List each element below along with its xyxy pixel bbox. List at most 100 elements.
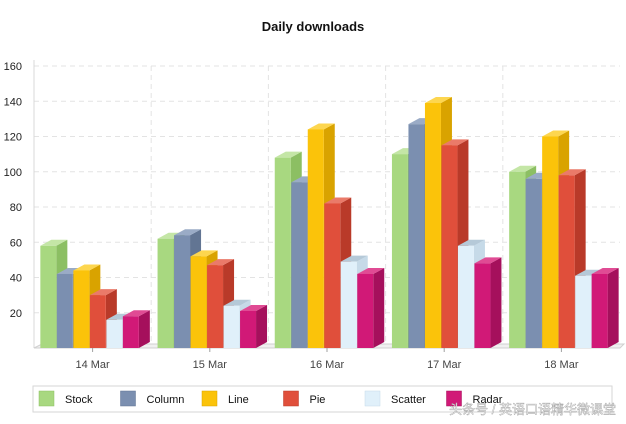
bars (40, 97, 619, 348)
bar-top (207, 259, 235, 266)
bar-front (89, 295, 106, 348)
bar-front (457, 245, 474, 348)
bar-radar-4 (591, 267, 619, 348)
bar-front (509, 171, 526, 348)
bar-side (373, 267, 385, 348)
legend-item-scatter: Scatter (364, 390, 426, 407)
legend-swatch (38, 390, 55, 407)
x-tick-label: 17 Mar (427, 359, 462, 371)
bar-top (441, 139, 469, 146)
bar-top (575, 269, 603, 276)
y-tick-label: 160 (4, 61, 22, 73)
legend-label: Column (147, 394, 185, 406)
bar-top (457, 239, 485, 246)
y-tick-label: 140 (4, 96, 22, 108)
y-tick-label: 40 (10, 273, 22, 285)
y-tick-label: 100 (4, 167, 22, 179)
bar-radar-1 (240, 304, 268, 348)
bar-front (106, 319, 123, 348)
bar-front (558, 175, 575, 348)
bar-front (56, 273, 73, 348)
legend-item-radar: Radar (446, 390, 503, 407)
bar-top (591, 267, 619, 274)
bar-front (542, 136, 559, 348)
bar-front (525, 178, 542, 348)
legend-swatch (283, 390, 299, 407)
legend-swatch (201, 390, 218, 407)
y-tick-label: 80 (10, 202, 22, 214)
bar-radar-3 (474, 257, 502, 348)
bar-side (138, 310, 150, 348)
bar-top (509, 165, 537, 172)
watermark-text: 头条号 / 英语口语精华微课堂 (449, 402, 616, 417)
y-tick-label: 60 (10, 237, 22, 249)
legend-item-stock: Stock (38, 390, 93, 407)
bar-front (190, 256, 207, 348)
x-tick-label: 16 Mar (310, 359, 345, 371)
bar-top (190, 250, 218, 257)
bar-front (207, 265, 224, 348)
bar-front (441, 145, 458, 348)
legend-item-column: Column (120, 390, 185, 407)
bar-top (122, 310, 150, 317)
legend-item-line: Line (201, 390, 249, 407)
chart-title: Daily downloads (262, 19, 365, 34)
legend-label: Pie (310, 394, 326, 406)
bar-top (424, 97, 452, 104)
bar-radar-0 (122, 310, 150, 348)
bar-front (474, 263, 491, 348)
bar-side (256, 304, 268, 348)
legend-label: Line (228, 394, 249, 406)
bar-front (157, 238, 174, 348)
x-tick-labels: 14 Mar 15 Mar 16 Mar 17 Mar 18 Mar (75, 348, 579, 371)
bar-front (340, 261, 357, 348)
bar-front (223, 305, 240, 348)
legend-label: Scatter (391, 394, 426, 406)
bar-top (340, 255, 368, 262)
bar-top (73, 264, 101, 271)
bar-top (174, 229, 202, 236)
bar-radar-2 (357, 267, 385, 348)
bar-side (490, 257, 502, 348)
bar-top (558, 169, 586, 176)
y-tick-label: 20 (10, 308, 22, 320)
x-tick-label: 14 Mar (75, 359, 110, 371)
bar-front (391, 154, 408, 348)
bar-front (575, 275, 592, 348)
bar-top (89, 289, 117, 296)
bar-top (542, 130, 570, 137)
bar-top (274, 151, 302, 158)
bar-front (291, 182, 308, 348)
legend-swatch (446, 390, 462, 407)
bar-front (174, 235, 191, 348)
bar-side (607, 267, 619, 348)
legend-label: Radar (473, 394, 503, 406)
bar-front (73, 270, 90, 348)
bar-front (324, 203, 341, 348)
bar-top (357, 267, 385, 274)
bar-front (408, 124, 425, 348)
bar-front (591, 273, 608, 348)
x-tick-label: 18 Mar (544, 359, 579, 371)
y-tick-label: 120 (4, 132, 22, 144)
bar-top (324, 197, 352, 204)
bar-top (40, 239, 68, 246)
bar-top (474, 257, 502, 264)
bar-front (240, 310, 257, 348)
legend-swatch (120, 390, 136, 407)
legend-label: Stock (65, 394, 93, 406)
bar-front (122, 316, 139, 348)
legend-swatch (364, 390, 381, 407)
legend-item-pie: Pie (283, 390, 326, 407)
legend: Stock Column Line Pie Scatter Radar (32, 385, 613, 413)
bar-front (424, 103, 441, 348)
bar-front (274, 157, 291, 348)
bar-front (357, 273, 374, 348)
bar-top (240, 304, 268, 311)
bar-front (40, 245, 57, 348)
bar-top (307, 123, 335, 130)
x-tick-label: 15 Mar (193, 359, 228, 371)
bar-front (307, 129, 324, 348)
